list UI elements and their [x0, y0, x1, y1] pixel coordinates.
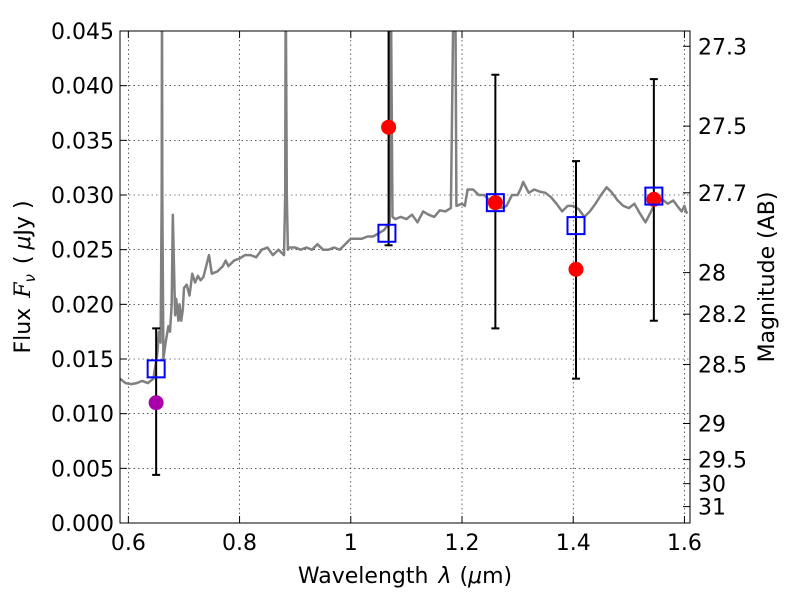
- right-tick-label: 27.7: [698, 182, 747, 207]
- x-axis-unit-open: (: [459, 564, 468, 589]
- y-axis-unit-open: (: [11, 256, 36, 265]
- y-tick-label: 0.000: [51, 512, 114, 537]
- x-tick-label: 0.8: [222, 531, 257, 556]
- y-tick-label: 0.035: [51, 129, 114, 154]
- y-tick-label: 0.045: [51, 20, 114, 45]
- x-tick-label: 1: [344, 531, 358, 556]
- model-photometry-point: [146, 359, 166, 379]
- y-axis-label-subscript: ν: [21, 274, 39, 282]
- y-tick-label: 0.030: [51, 184, 114, 209]
- y-tick-label: 0.005: [51, 457, 114, 482]
- plot-area: [120, 31, 690, 523]
- observed-point: [381, 119, 397, 135]
- y-tick-label: 0.025: [51, 239, 114, 264]
- observed-point: [148, 395, 164, 411]
- y-axis-label-text: Flux: [11, 308, 36, 354]
- x-axis-unit-rest: m): [482, 564, 512, 589]
- y-tick-label: 0.040: [51, 75, 114, 100]
- axes: 0.6 0.8 1 1.2 1.4 1.6 0.000 0.005 0.010 0.015 0.02…: [51, 20, 747, 556]
- x-axis-label-symbol: λ: [437, 564, 451, 589]
- y-axis-label-left: Flux Fν ( μJy ): [11, 200, 39, 353]
- x-axis-label-text: Wavelength: [298, 564, 429, 589]
- y-tick-label: 0.010: [51, 403, 114, 428]
- right-tick-label: 28.2: [698, 303, 747, 328]
- x-tick-label: 1.2: [445, 531, 480, 556]
- observed-point: [568, 261, 584, 277]
- x-axis-unit-mu: μ: [467, 564, 482, 589]
- model-photometry-point: [644, 186, 664, 206]
- model-photometry-point: [485, 193, 505, 213]
- x-tick-label: 1.6: [667, 531, 702, 556]
- y-axis-label-symbol: F: [11, 282, 36, 299]
- model-photometry-point: [566, 216, 586, 236]
- y-axis-unit-mu: μ: [11, 236, 36, 251]
- y-tick-label: 0.015: [51, 348, 114, 373]
- y-axis-label-right: Magnitude (AB): [755, 192, 780, 363]
- x-axis-label: Wavelength λ (μm): [298, 564, 512, 589]
- model-photometry-point: [377, 223, 397, 243]
- right-tick-label: 28: [698, 262, 726, 287]
- right-tick-label: 31: [698, 496, 726, 521]
- x-tick-label: 0.6: [111, 531, 146, 556]
- y-tick-label: 0.020: [51, 293, 114, 318]
- plot-frame: [119, 30, 691, 524]
- y-axis-unit-rest: Jy ): [11, 200, 36, 237]
- grid: [120, 31, 690, 523]
- x-tick-label: 1.4: [556, 531, 591, 556]
- observed-point: [646, 191, 662, 207]
- right-tick-label: 27.5: [698, 115, 747, 140]
- observed-point: [487, 195, 503, 211]
- right-tick-label: 29.5: [698, 449, 747, 474]
- data-layer: [120, 31, 689, 476]
- right-tick-label: 29: [698, 413, 726, 438]
- right-tick-label: 30: [698, 473, 726, 498]
- right-tick-label: 27.3: [698, 35, 747, 60]
- right-tick-label: 28.5: [698, 353, 747, 378]
